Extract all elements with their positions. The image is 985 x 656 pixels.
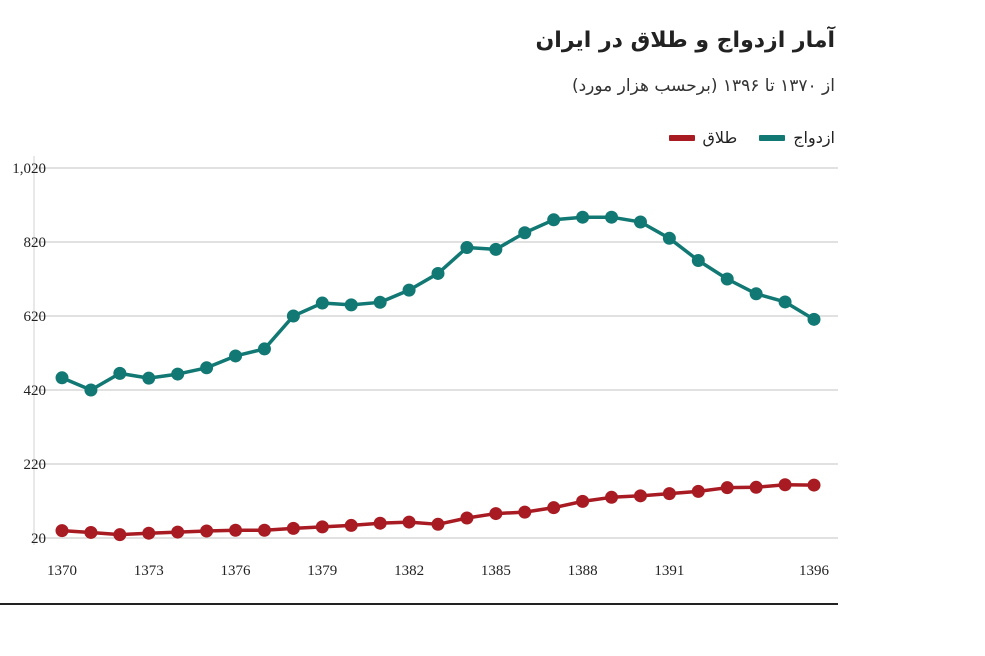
data-point-marriage — [402, 283, 416, 297]
y-tick-label: 1,020 — [12, 161, 46, 177]
x-tick-label: 1382 — [394, 563, 424, 579]
data-point-divorce — [489, 507, 503, 521]
data-point-marriage — [55, 371, 69, 385]
chart-title: آمار ازدواج و طلاق در ایران — [535, 28, 835, 53]
data-point-divorce — [605, 490, 619, 504]
data-point-marriage — [286, 309, 300, 323]
data-point-divorce — [286, 521, 300, 535]
data-point-divorce — [576, 494, 590, 508]
data-point-marriage — [778, 295, 792, 309]
data-point-marriage — [431, 266, 445, 280]
data-point-divorce — [315, 520, 329, 534]
data-point-marriage — [633, 215, 647, 229]
legend-item-marriage: ازدواج — [759, 128, 835, 147]
x-tick-label: 1391 — [654, 563, 684, 579]
x-tick-label: 1385 — [481, 563, 511, 579]
x-tick-label: 1373 — [134, 563, 164, 579]
x-tick-label: 1388 — [568, 563, 598, 579]
y-tick-label: 620 — [24, 309, 47, 325]
data-point-divorce — [749, 480, 763, 494]
data-point-marriage — [373, 295, 387, 309]
data-point-divorce — [691, 484, 705, 498]
data-point-marriage — [113, 366, 127, 380]
y-tick-label: 420 — [24, 383, 47, 399]
legend-swatch-divorce — [668, 134, 695, 141]
data-point-marriage — [142, 371, 156, 385]
legend-label-divorce: طلاق — [702, 128, 738, 147]
data-point-divorce — [720, 481, 734, 495]
x-tick-label: 1370 — [47, 563, 77, 579]
data-point-divorce — [518, 505, 532, 519]
x-tick-label: 1396 — [799, 563, 830, 579]
data-point-divorce — [547, 501, 561, 515]
data-point-marriage — [229, 349, 243, 363]
data-point-divorce — [200, 524, 214, 538]
data-point-divorce — [257, 523, 271, 537]
y-tick-label: 220 — [24, 457, 47, 473]
data-point-divorce — [402, 515, 416, 529]
data-point-marriage — [576, 210, 590, 224]
data-point-divorce — [633, 489, 647, 503]
data-point-marriage — [691, 254, 705, 267]
data-point-marriage — [662, 231, 676, 245]
legend-item-divorce: طلاق — [668, 128, 738, 147]
data-point-marriage — [344, 298, 358, 312]
data-point-divorce — [373, 516, 387, 530]
data-point-divorce — [807, 478, 821, 492]
legend: ازدواج طلاق — [668, 128, 835, 147]
data-point-marriage — [489, 242, 503, 256]
data-point-marriage — [518, 226, 532, 240]
data-point-marriage — [807, 312, 821, 326]
data-point-divorce — [84, 525, 98, 539]
data-point-marriage — [547, 213, 561, 227]
data-point-marriage — [749, 287, 763, 301]
data-point-divorce — [460, 511, 474, 525]
legend-swatch-marriage — [759, 134, 786, 141]
data-point-divorce — [344, 518, 358, 532]
data-point-marriage — [171, 367, 185, 381]
x-tick-label: 1376 — [221, 563, 252, 579]
data-point-divorce — [113, 528, 127, 542]
data-point-divorce — [55, 524, 69, 538]
chart-subtitle: از ۱۳۷۰ تا ۱۳۹۶ (برحسب هزار مورد) — [571, 76, 835, 96]
data-point-marriage — [315, 296, 329, 310]
y-tick-label: 820 — [24, 235, 47, 251]
data-point-marriage — [605, 210, 619, 224]
series-line-marriage — [61, 215, 815, 392]
data-point-divorce — [778, 478, 792, 492]
data-point-marriage — [200, 361, 214, 375]
data-point-marriage — [720, 272, 734, 286]
data-point-marriage — [460, 241, 474, 255]
y-tick-label: 20 — [31, 531, 46, 547]
data-point-divorce — [662, 487, 676, 501]
legend-label-marriage: ازدواج — [793, 128, 835, 147]
data-point-divorce — [229, 523, 243, 537]
x-tick-label: 1379 — [307, 563, 337, 579]
data-point-divorce — [431, 517, 445, 531]
data-point-divorce — [171, 525, 185, 539]
data-point-divorce — [142, 526, 156, 540]
data-point-marriage — [84, 383, 98, 397]
data-point-marriage — [257, 342, 271, 356]
